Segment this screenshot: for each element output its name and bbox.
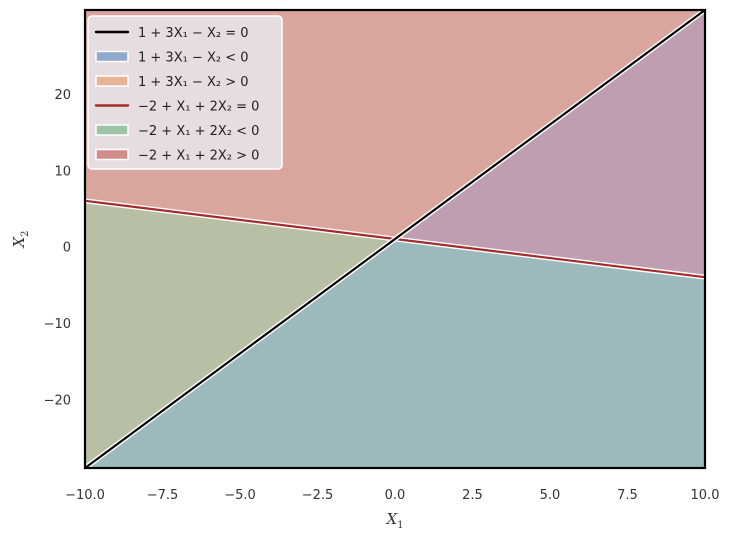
y-ticks: −20 −10 0 10 20 xyxy=(44,88,71,408)
x-tick-label: 5.0 xyxy=(540,488,561,503)
region-bottom xyxy=(85,239,705,468)
x-tick-label: −7.5 xyxy=(147,488,179,503)
x-tick-label: 2.5 xyxy=(462,488,483,503)
legend-label: −2 + X₁ + 2X₂ = 0 xyxy=(138,100,259,115)
x-ticks: −10.0 −7.5 −5.0 −2.5 0.0 2.5 5.0 7.5 10.0 xyxy=(65,488,719,503)
y-tick-label: −20 xyxy=(44,393,71,408)
y-tick-label: 0 xyxy=(63,241,71,256)
legend-patch-swatch xyxy=(95,75,129,87)
legend-patch-swatch xyxy=(95,124,129,136)
boundary-line-1 xyxy=(83,8,707,470)
region-left xyxy=(85,200,395,469)
boundary-lines xyxy=(82,7,708,471)
legend: 1 + 3X₁ − X₂ = 0 1 + 3X₁ − X₂ < 0 1 + 3X₁ … xyxy=(87,15,283,170)
region-right xyxy=(395,10,705,278)
x-tick-label: 10.0 xyxy=(691,488,720,503)
y-tick-label: −10 xyxy=(44,317,71,332)
legend-patch-swatch xyxy=(95,148,129,161)
legend-patch-swatch xyxy=(95,50,129,63)
legend-label: 1 + 3X₁ − X₂ = 0 xyxy=(138,26,249,41)
x-tick-label: −10.0 xyxy=(65,488,105,503)
plot-frame xyxy=(83,8,707,470)
legend-label: −2 + X₁ + 2X₂ < 0 xyxy=(138,124,259,139)
y-axis-label: X2 xyxy=(10,230,31,248)
x-tick-label: 7.5 xyxy=(617,488,638,503)
y-tick-label: 20 xyxy=(54,88,71,103)
x-tick-label: 0.0 xyxy=(385,488,406,503)
legend-label: 1 + 3X₁ − X₂ < 0 xyxy=(138,51,249,66)
legend-box xyxy=(87,15,283,170)
x-axis-label: X1 xyxy=(385,510,403,531)
legend-label: −2 + X₁ + 2X₂ > 0 xyxy=(138,149,259,164)
x-tick-label: −2.5 xyxy=(302,488,334,503)
legend-label: 1 + 3X₁ − X₂ > 0 xyxy=(138,75,249,90)
y-tick-label: 10 xyxy=(54,164,71,179)
x-tick-label: −5.0 xyxy=(224,488,256,503)
